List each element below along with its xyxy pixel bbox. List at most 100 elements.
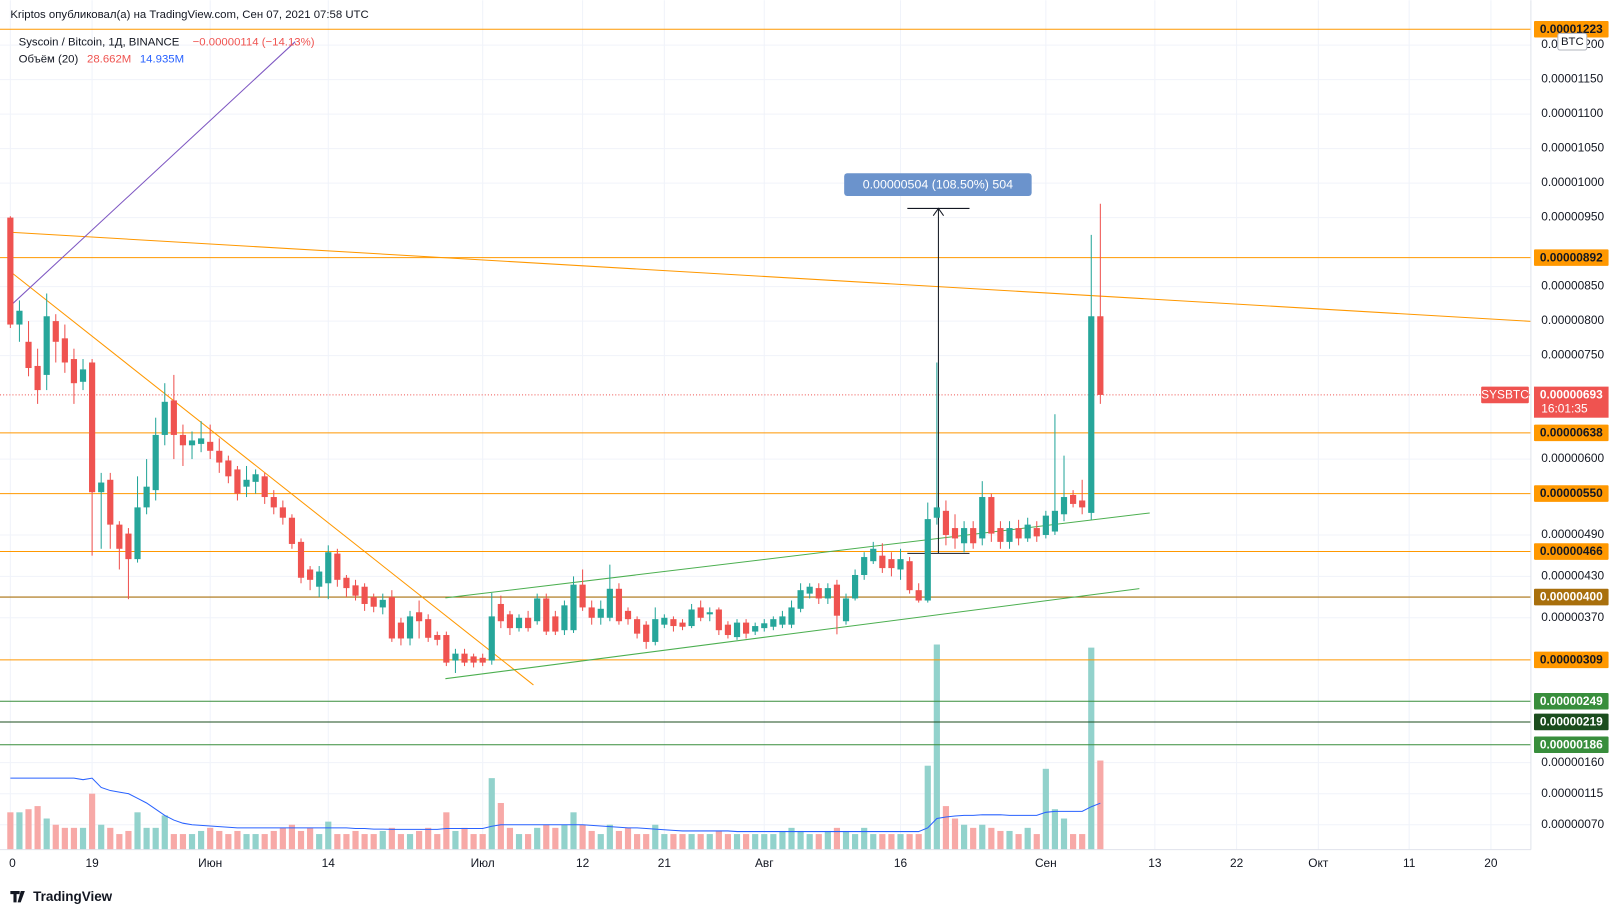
candle-body bbox=[307, 569, 314, 580]
level-label-box bbox=[1533, 249, 1609, 266]
candle-body bbox=[579, 584, 586, 608]
x-tick-label: 16 bbox=[894, 856, 908, 870]
candle-body bbox=[34, 365, 41, 391]
header: BTC Kriptos опубликовал(а) на TradingVie… bbox=[10, 9, 1588, 904]
symbol-tag: SYSBTC bbox=[1481, 388, 1529, 402]
candle-body bbox=[52, 321, 59, 342]
candle-body bbox=[225, 460, 232, 477]
volume-bar bbox=[316, 834, 323, 850]
x-tick-label: 12 bbox=[576, 856, 590, 870]
volume-bar bbox=[288, 824, 296, 850]
candle-body bbox=[179, 434, 187, 446]
volume-bar bbox=[752, 834, 759, 850]
candle-body bbox=[1015, 528, 1022, 539]
candle-body bbox=[379, 599, 386, 608]
candle-body bbox=[297, 541, 305, 578]
candle-body bbox=[316, 571, 323, 587]
logo-text[interactable]: TradingView bbox=[33, 889, 113, 904]
volume-bar bbox=[43, 818, 50, 850]
volume-bar bbox=[461, 827, 468, 850]
level-label-box bbox=[1533, 736, 1609, 754]
horizontal-levels bbox=[0, 28, 1531, 746]
volume-bar bbox=[988, 827, 995, 850]
candle-body bbox=[606, 588, 613, 618]
volume-bar bbox=[724, 834, 732, 850]
candle-body bbox=[252, 474, 259, 482]
volume-bar bbox=[479, 834, 486, 850]
volume-bar bbox=[824, 830, 831, 850]
volume-bar bbox=[770, 834, 777, 850]
channel-line bbox=[445, 588, 1140, 680]
candle-body bbox=[970, 528, 977, 544]
volume-bar bbox=[497, 802, 504, 850]
volume-bar bbox=[997, 830, 1004, 850]
volume-bar bbox=[543, 824, 550, 850]
volume-bar bbox=[733, 834, 741, 850]
candle-body bbox=[443, 635, 450, 663]
level-label: 0.00000892 bbox=[1540, 250, 1603, 264]
candle-body bbox=[770, 619, 777, 627]
level-label: 0.00000400 bbox=[1540, 590, 1603, 604]
volume-ma-line bbox=[10, 777, 1101, 833]
volume-bar bbox=[906, 834, 913, 850]
candle-body bbox=[942, 510, 950, 535]
volume-pane bbox=[7, 644, 1104, 850]
candle-body bbox=[1097, 316, 1104, 395]
volume-bar bbox=[370, 834, 377, 850]
candle-body bbox=[852, 574, 859, 599]
level-label-box bbox=[1533, 651, 1609, 669]
trend-line bbox=[10, 41, 296, 307]
candle-body bbox=[397, 622, 405, 639]
candle-body bbox=[1024, 524, 1031, 539]
candle-body bbox=[806, 586, 813, 594]
volume-bar bbox=[52, 824, 59, 850]
currency: BTC bbox=[1561, 36, 1584, 48]
volume-bar bbox=[116, 834, 123, 850]
volume-bar bbox=[670, 834, 677, 850]
candle-body bbox=[7, 217, 14, 325]
x-tick-label: 11 bbox=[1403, 856, 1416, 870]
level-label: 0.00001223 bbox=[1540, 22, 1603, 36]
candle-body bbox=[270, 497, 277, 508]
candle-body bbox=[152, 434, 159, 491]
candle-body bbox=[788, 607, 795, 625]
volume-bar bbox=[388, 827, 395, 850]
candle-body bbox=[506, 614, 514, 629]
volume-bar bbox=[7, 812, 14, 850]
candle-body bbox=[261, 476, 268, 498]
candle-body bbox=[679, 622, 686, 627]
volume-bar bbox=[270, 830, 277, 850]
candle-body bbox=[434, 635, 441, 640]
candle-body bbox=[997, 528, 1004, 542]
level-label-box bbox=[1533, 20, 1609, 38]
candle-body bbox=[979, 497, 986, 539]
candle-body bbox=[697, 607, 704, 618]
volume-bar bbox=[697, 834, 704, 850]
y-tick-label: 0.00000600 bbox=[1541, 451, 1604, 465]
volume-bar bbox=[870, 834, 877, 850]
volume-bar bbox=[606, 824, 613, 850]
volume-ma-value: 14.935M bbox=[140, 53, 184, 65]
candle-body bbox=[361, 586, 368, 604]
volume-bar bbox=[397, 834, 405, 850]
volume-bar bbox=[79, 827, 87, 850]
last-price-box bbox=[1533, 386, 1609, 418]
y-tick-label: 0.00000490 bbox=[1541, 527, 1604, 541]
volume-bar bbox=[225, 834, 232, 850]
candle-body bbox=[797, 590, 804, 609]
volume-bar bbox=[1024, 827, 1031, 850]
candle-body bbox=[961, 528, 968, 544]
x-tick-label: 19 bbox=[85, 856, 99, 870]
volume-bar bbox=[534, 827, 541, 850]
level-label-box bbox=[1533, 713, 1609, 731]
volume-bar bbox=[933, 644, 940, 850]
volume-bar bbox=[170, 834, 177, 850]
last-price-label: 0.00000693 bbox=[1540, 388, 1603, 402]
candle-body bbox=[615, 588, 623, 622]
candle-body bbox=[661, 617, 668, 625]
candle-body bbox=[670, 619, 677, 627]
level-label: 0.00000219 bbox=[1540, 715, 1603, 729]
volume-bar bbox=[951, 818, 959, 850]
currency-badge bbox=[1557, 32, 1588, 51]
